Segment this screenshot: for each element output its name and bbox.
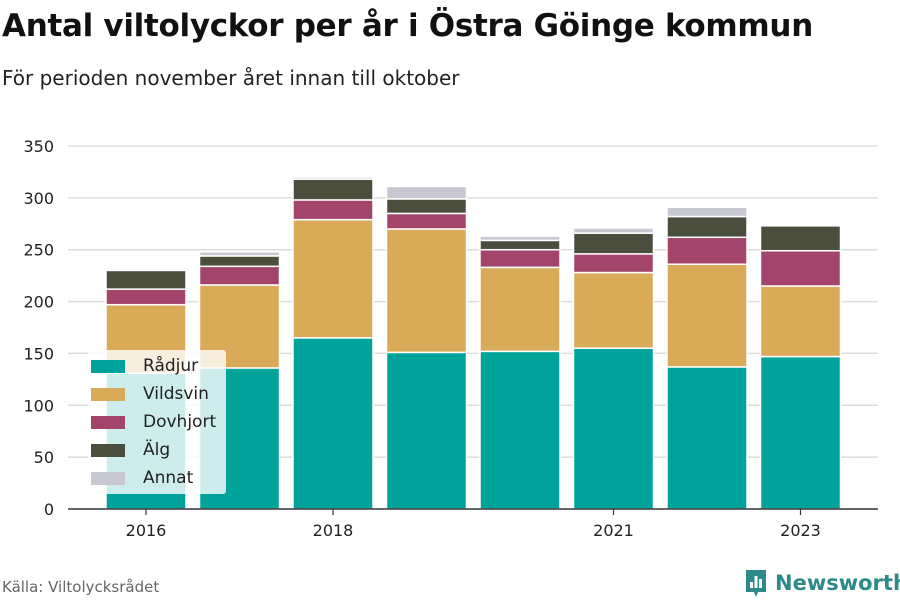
y-tick-label: 250	[23, 241, 54, 260]
bar-2023-rådjur	[759, 355, 842, 510]
bar-2018-dovhjort	[292, 199, 374, 221]
x-axis-ticks: 2016 2018 2021 2023	[126, 509, 821, 540]
bar-2021-dovhjort	[572, 253, 655, 274]
legend-label: Älg	[143, 440, 171, 460]
brand-name: Newsworthy	[775, 571, 900, 595]
bar-2018-rådjur	[292, 337, 374, 510]
y-tick-label: 0	[44, 500, 54, 519]
legend-swatch	[91, 471, 125, 485]
bar-2022-annat	[666, 206, 748, 218]
bar-2019-annat	[385, 185, 468, 200]
legend-swatch	[91, 387, 125, 401]
bar-2020-vildsvin	[479, 266, 561, 353]
bar-2018-vildsvin	[292, 218, 374, 339]
legend-label: Vildsvin	[143, 384, 209, 404]
y-tick-label: 50	[34, 448, 54, 467]
bar-2022-vildsvin	[666, 263, 748, 368]
legend-label: Dovhjort	[143, 412, 217, 432]
bar-2017-älg	[198, 255, 281, 268]
bar-2022-rådjur	[666, 366, 748, 510]
brand-logo[interactable]: Newsworthy	[744, 568, 900, 598]
y-tick-label: 100	[23, 396, 54, 415]
y-tick-label: 150	[23, 344, 54, 363]
bar-2017-annat	[198, 251, 281, 257]
x-tick-label: 2018	[313, 521, 354, 540]
x-tick-label: 2016	[126, 521, 167, 540]
bar-chart-logo-icon	[746, 570, 766, 597]
bar-2023-dovhjort	[759, 250, 842, 287]
bar-2020-rådjur	[479, 350, 561, 510]
bar-2019-dovhjort	[385, 212, 468, 230]
legend-swatch	[91, 443, 125, 457]
bar-2020-dovhjort	[479, 248, 561, 269]
bar-2022-dovhjort	[666, 236, 748, 265]
bar-2017-dovhjort	[198, 265, 281, 286]
bar-2021-vildsvin	[572, 271, 655, 349]
legend-label: Annat	[143, 468, 194, 488]
bar-2016-älg	[105, 269, 187, 290]
bar-2018-älg	[292, 178, 374, 201]
bar-2020-älg	[479, 239, 561, 251]
source-note: Källa: Viltolycksrådet	[2, 578, 160, 596]
bar-2021-älg	[572, 232, 655, 255]
chart-title: Antal viltolyckor per år i Östra Göinge …	[2, 8, 813, 44]
bar-2021-annat	[572, 227, 655, 234]
y-axis-ticks: 0 50 100 150 200 250 300 350	[23, 137, 54, 519]
legend-swatch	[91, 359, 125, 373]
legend-swatch	[91, 415, 125, 429]
legend-item-dovhjort: Dovhjort	[88, 412, 216, 432]
bar-2019-vildsvin	[385, 228, 468, 354]
bar-2023-vildsvin	[759, 285, 842, 358]
y-tick-label: 200	[23, 293, 54, 312]
legend-item-rådjur: Rådjur	[88, 356, 198, 376]
legend-item-annat: Annat	[88, 468, 193, 488]
legend-item-vildsvin: Vildsvin	[88, 384, 209, 404]
bar-2020-annat	[479, 235, 561, 242]
legend-label: Rådjur	[143, 356, 199, 376]
bar-2019-rådjur	[385, 351, 468, 510]
y-tick-label: 300	[23, 189, 54, 208]
chart-subtitle: För perioden november året innan till ok…	[2, 66, 460, 90]
legend: Rådjur Vildsvin Dovhjort Älg Annat	[88, 350, 226, 494]
bar-2018-annat	[292, 176, 374, 180]
x-tick-label: 2023	[780, 521, 821, 540]
bar-2016-dovhjort	[105, 288, 187, 306]
bar-2019-älg	[385, 198, 468, 215]
bar-2022-älg	[666, 215, 748, 239]
bar-2021-rådjur	[572, 347, 655, 510]
legend-item-älg: Älg	[88, 440, 170, 460]
x-tick-label: 2021	[593, 521, 634, 540]
y-tick-label: 350	[23, 137, 54, 156]
bar-2023-älg	[759, 225, 842, 252]
